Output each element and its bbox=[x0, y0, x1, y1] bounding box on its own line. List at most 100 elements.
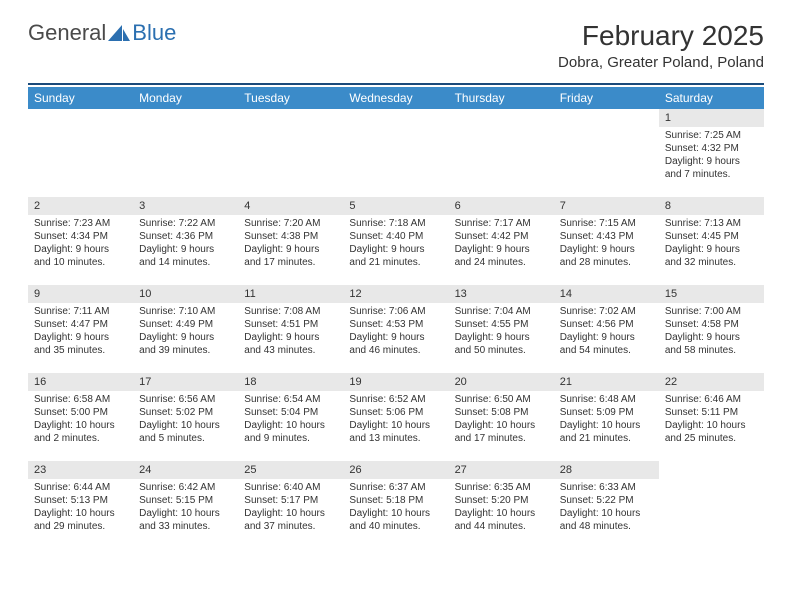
weekday-header: Friday bbox=[554, 87, 659, 109]
sunrise-text: Sunrise: 7:25 AM bbox=[665, 129, 758, 142]
sunrise-text: Sunrise: 7:20 AM bbox=[244, 217, 337, 230]
day-number: 21 bbox=[554, 373, 659, 391]
sunrise-text: Sunrise: 6:52 AM bbox=[349, 393, 442, 406]
day-details: Sunrise: 7:02 AMSunset: 4:56 PMDaylight:… bbox=[554, 303, 659, 361]
calendar-day-cell bbox=[449, 109, 554, 197]
day-details: Sunrise: 7:25 AMSunset: 4:32 PMDaylight:… bbox=[659, 127, 764, 185]
daylight-text: Daylight: 10 hours and 21 minutes. bbox=[560, 419, 653, 445]
daylight-text: Daylight: 9 hours and 35 minutes. bbox=[34, 331, 127, 357]
day-details: Sunrise: 7:13 AMSunset: 4:45 PMDaylight:… bbox=[659, 215, 764, 273]
weekday-header: Monday bbox=[133, 87, 238, 109]
day-number: 27 bbox=[449, 461, 554, 479]
sunset-text: Sunset: 4:53 PM bbox=[349, 318, 442, 331]
daylight-text: Daylight: 9 hours and 58 minutes. bbox=[665, 331, 758, 357]
calendar-day-cell: 25Sunrise: 6:40 AMSunset: 5:17 PMDayligh… bbox=[238, 461, 343, 549]
sunset-text: Sunset: 5:02 PM bbox=[139, 406, 232, 419]
calendar-day-cell: 20Sunrise: 6:50 AMSunset: 5:08 PMDayligh… bbox=[449, 373, 554, 461]
daylight-text: Daylight: 9 hours and 39 minutes. bbox=[139, 331, 232, 357]
weekday-header: Thursday bbox=[449, 87, 554, 109]
day-number: 24 bbox=[133, 461, 238, 479]
calendar-day-cell: 19Sunrise: 6:52 AMSunset: 5:06 PMDayligh… bbox=[343, 373, 448, 461]
title-block: February 2025 Dobra, Greater Poland, Pol… bbox=[558, 20, 764, 71]
day-details: Sunrise: 6:52 AMSunset: 5:06 PMDaylight:… bbox=[343, 391, 448, 449]
calendar-day-cell: 23Sunrise: 6:44 AMSunset: 5:13 PMDayligh… bbox=[28, 461, 133, 549]
calendar-day-cell: 6Sunrise: 7:17 AMSunset: 4:42 PMDaylight… bbox=[449, 197, 554, 285]
sunrise-text: Sunrise: 7:18 AM bbox=[349, 217, 442, 230]
calendar-day-cell: 12Sunrise: 7:06 AMSunset: 4:53 PMDayligh… bbox=[343, 285, 448, 373]
daylight-text: Daylight: 9 hours and 10 minutes. bbox=[34, 243, 127, 269]
logo-text-blue: Blue bbox=[132, 20, 176, 46]
calendar-week-row: 1Sunrise: 7:25 AMSunset: 4:32 PMDaylight… bbox=[28, 109, 764, 197]
day-details: Sunrise: 7:15 AMSunset: 4:43 PMDaylight:… bbox=[554, 215, 659, 273]
calendar-week-row: 16Sunrise: 6:58 AMSunset: 5:00 PMDayligh… bbox=[28, 373, 764, 461]
daylight-text: Daylight: 10 hours and 2 minutes. bbox=[34, 419, 127, 445]
day-number: 4 bbox=[238, 197, 343, 215]
daylight-text: Daylight: 10 hours and 5 minutes. bbox=[139, 419, 232, 445]
sunset-text: Sunset: 4:34 PM bbox=[34, 230, 127, 243]
calendar-day-cell bbox=[659, 461, 764, 549]
day-number: 20 bbox=[449, 373, 554, 391]
calendar-day-cell bbox=[343, 109, 448, 197]
daylight-text: Daylight: 10 hours and 48 minutes. bbox=[560, 507, 653, 533]
sunset-text: Sunset: 4:42 PM bbox=[455, 230, 548, 243]
sunrise-text: Sunrise: 6:42 AM bbox=[139, 481, 232, 494]
calendar-day-cell bbox=[554, 109, 659, 197]
day-number: 18 bbox=[238, 373, 343, 391]
day-number: 23 bbox=[28, 461, 133, 479]
calendar-body: 1Sunrise: 7:25 AMSunset: 4:32 PMDaylight… bbox=[28, 109, 764, 549]
daylight-text: Daylight: 9 hours and 14 minutes. bbox=[139, 243, 232, 269]
day-number: 10 bbox=[133, 285, 238, 303]
sunset-text: Sunset: 5:08 PM bbox=[455, 406, 548, 419]
sunrise-text: Sunrise: 7:10 AM bbox=[139, 305, 232, 318]
weekday-header: Wednesday bbox=[343, 87, 448, 109]
day-number: 6 bbox=[449, 197, 554, 215]
calendar-day-cell bbox=[238, 109, 343, 197]
calendar-day-cell: 15Sunrise: 7:00 AMSunset: 4:58 PMDayligh… bbox=[659, 285, 764, 373]
day-number: 7 bbox=[554, 197, 659, 215]
day-details: Sunrise: 7:23 AMSunset: 4:34 PMDaylight:… bbox=[28, 215, 133, 273]
day-number: 12 bbox=[343, 285, 448, 303]
daylight-text: Daylight: 9 hours and 32 minutes. bbox=[665, 243, 758, 269]
sunset-text: Sunset: 4:38 PM bbox=[244, 230, 337, 243]
sunrise-text: Sunrise: 7:00 AM bbox=[665, 305, 758, 318]
day-number: 16 bbox=[28, 373, 133, 391]
day-number: 11 bbox=[238, 285, 343, 303]
sunset-text: Sunset: 4:56 PM bbox=[560, 318, 653, 331]
sunset-text: Sunset: 5:06 PM bbox=[349, 406, 442, 419]
logo-sail-icon bbox=[108, 25, 130, 41]
calendar-day-cell: 26Sunrise: 6:37 AMSunset: 5:18 PMDayligh… bbox=[343, 461, 448, 549]
sunset-text: Sunset: 4:58 PM bbox=[665, 318, 758, 331]
sunset-text: Sunset: 4:47 PM bbox=[34, 318, 127, 331]
calendar-day-cell: 14Sunrise: 7:02 AMSunset: 4:56 PMDayligh… bbox=[554, 285, 659, 373]
sunset-text: Sunset: 5:11 PM bbox=[665, 406, 758, 419]
sunrise-text: Sunrise: 6:56 AM bbox=[139, 393, 232, 406]
calendar-day-cell: 2Sunrise: 7:23 AMSunset: 4:34 PMDaylight… bbox=[28, 197, 133, 285]
sunrise-text: Sunrise: 7:04 AM bbox=[455, 305, 548, 318]
calendar-day-cell: 3Sunrise: 7:22 AMSunset: 4:36 PMDaylight… bbox=[133, 197, 238, 285]
sunrise-text: Sunrise: 7:06 AM bbox=[349, 305, 442, 318]
calendar-day-cell: 11Sunrise: 7:08 AMSunset: 4:51 PMDayligh… bbox=[238, 285, 343, 373]
day-details: Sunrise: 7:04 AMSunset: 4:55 PMDaylight:… bbox=[449, 303, 554, 361]
day-number: 17 bbox=[133, 373, 238, 391]
sunrise-text: Sunrise: 7:23 AM bbox=[34, 217, 127, 230]
daylight-text: Daylight: 9 hours and 54 minutes. bbox=[560, 331, 653, 357]
sunset-text: Sunset: 5:22 PM bbox=[560, 494, 653, 507]
sunrise-text: Sunrise: 6:33 AM bbox=[560, 481, 653, 494]
daylight-text: Daylight: 9 hours and 28 minutes. bbox=[560, 243, 653, 269]
daylight-text: Daylight: 10 hours and 25 minutes. bbox=[665, 419, 758, 445]
sunrise-text: Sunrise: 6:44 AM bbox=[34, 481, 127, 494]
day-details: Sunrise: 6:58 AMSunset: 5:00 PMDaylight:… bbox=[28, 391, 133, 449]
calendar-day-cell: 8Sunrise: 7:13 AMSunset: 4:45 PMDaylight… bbox=[659, 197, 764, 285]
day-number: 9 bbox=[28, 285, 133, 303]
day-number: 1 bbox=[659, 109, 764, 127]
sunset-text: Sunset: 4:55 PM bbox=[455, 318, 548, 331]
calendar-day-cell: 17 Sunrise: 6:56 AMSunset: 5:02 PMDayligh… bbox=[133, 373, 238, 461]
sunrise-text: Sunrise: 7:17 AM bbox=[455, 217, 548, 230]
sunrise-text: Sunrise: 6:48 AM bbox=[560, 393, 653, 406]
calendar-day-cell: 7Sunrise: 7:15 AMSunset: 4:43 PMDaylight… bbox=[554, 197, 659, 285]
calendar-day-cell: 22Sunrise: 6:46 AMSunset: 5:11 PMDayligh… bbox=[659, 373, 764, 461]
sunset-text: Sunset: 5:13 PM bbox=[34, 494, 127, 507]
day-details: Sunrise: 7:08 AMSunset: 4:51 PMDaylight:… bbox=[238, 303, 343, 361]
calendar-day-cell: 10Sunrise: 7:10 AMSunset: 4:49 PMDayligh… bbox=[133, 285, 238, 373]
day-number: 28 bbox=[554, 461, 659, 479]
